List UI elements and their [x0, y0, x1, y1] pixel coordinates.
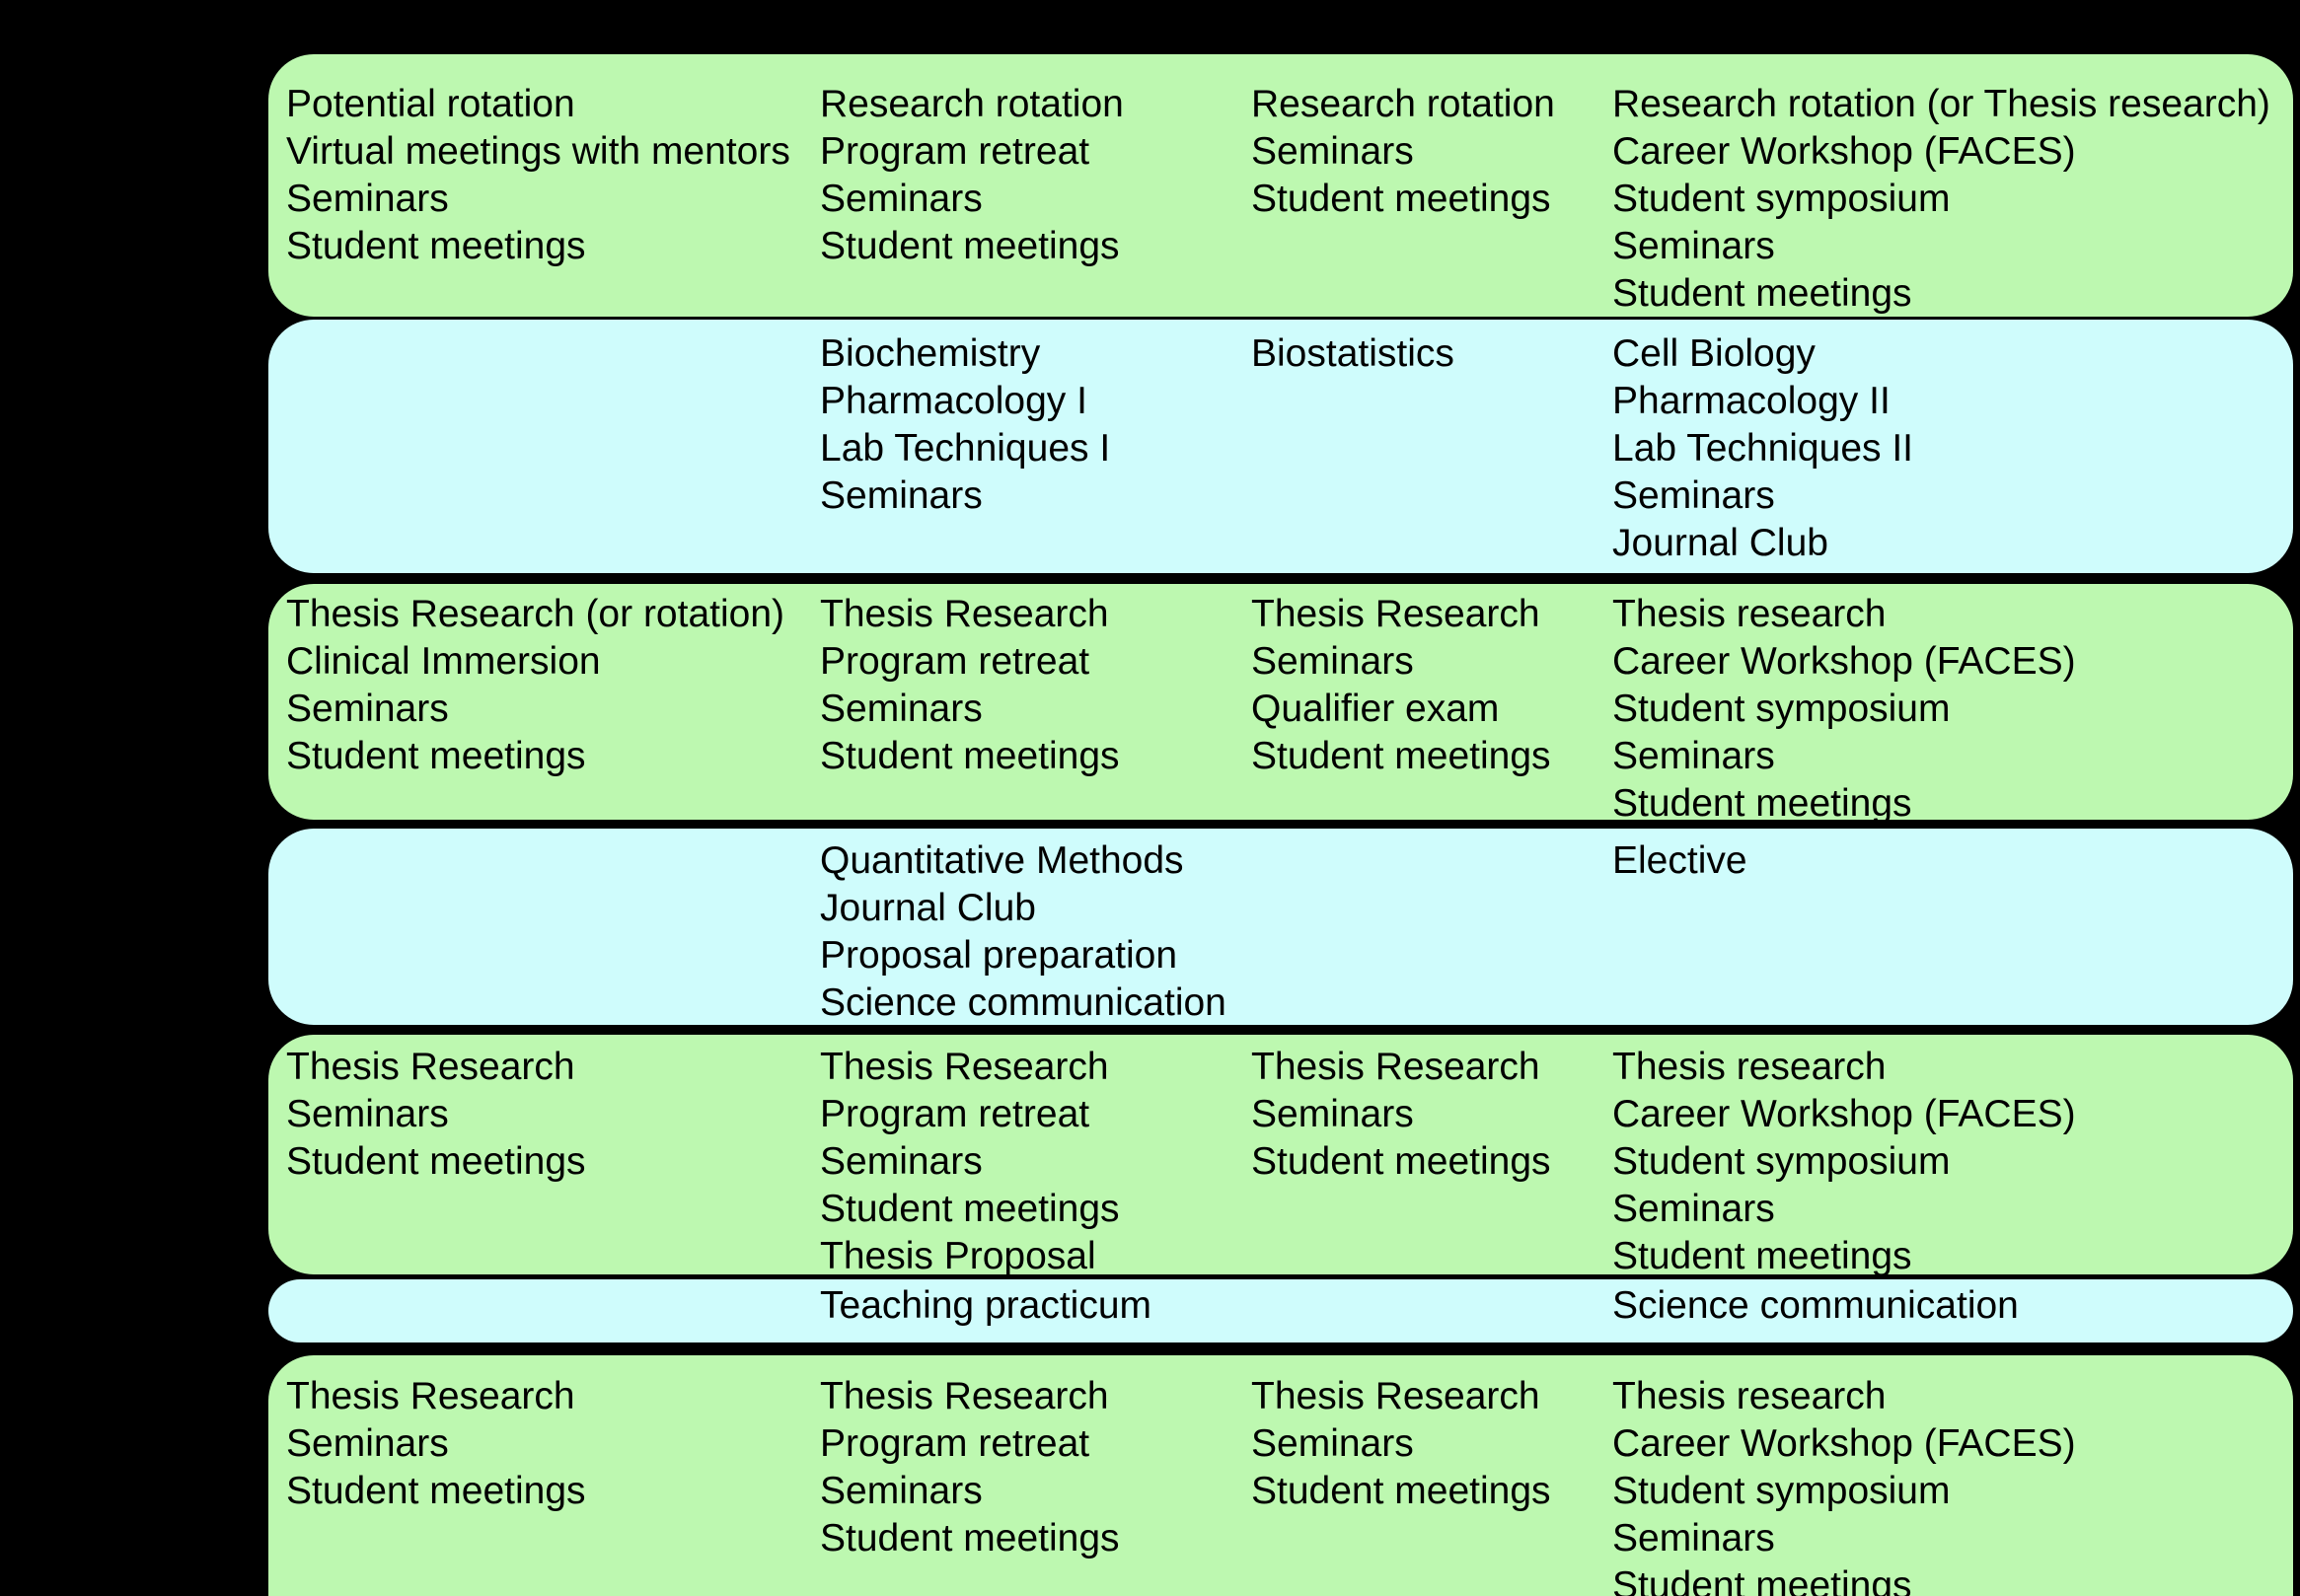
cell-row5-col1: Thesis Research Seminars Student meeting… — [286, 1046, 586, 1183]
cell-row3-col1: Thesis Research (or rotation) Clinical I… — [286, 593, 785, 777]
cell-row6-col2: Teaching practicum — [820, 1284, 1151, 1327]
cell-row5-col3: Thesis Research Seminars Student meeting… — [1251, 1046, 1551, 1183]
cell-row6-col4: Science communication — [1612, 1284, 2019, 1327]
cell-row1-col1: Potential rotation Virtual meetings with… — [286, 83, 790, 267]
cell-row2-col3: Biostatistics — [1251, 332, 1454, 375]
cell-row7-col2: Thesis Research Program retreat Seminars… — [820, 1375, 1120, 1560]
cell-row4-col4: Elective — [1612, 839, 1747, 882]
cell-row7-col3: Thesis Research Seminars Student meeting… — [1251, 1375, 1551, 1512]
cell-row4-col2: Quantitative Methods Journal Club Propos… — [820, 839, 1226, 1024]
cell-row2-col2: Biochemistry Pharmacology I Lab Techniqu… — [820, 332, 1111, 517]
cell-row5-col4: Thesis research Career Workshop (FACES) … — [1612, 1046, 2076, 1277]
cell-row3-col2: Thesis Research Program retreat Seminars… — [820, 593, 1120, 777]
row-1-activities: Potential rotation Virtual meetings with… — [268, 54, 2293, 317]
cell-row1-col3: Research rotation Seminars Student meeti… — [1251, 83, 1555, 220]
row-6-courses: Teaching practicum Science communication — [268, 1279, 2293, 1342]
row-5-activities: Thesis Research Seminars Student meeting… — [268, 1035, 2293, 1277]
cell-row3-col4: Thesis research Career Workshop (FACES) … — [1612, 593, 2076, 825]
cell-row1-col2: Research rotation Program retreat Semina… — [820, 83, 1124, 267]
cell-row3-col3: Thesis Research Seminars Qualifier exam … — [1251, 593, 1551, 777]
row-3-activities: Thesis Research (or rotation) Clinical I… — [268, 584, 2293, 825]
row-4-courses: Quantitative Methods Journal Club Propos… — [268, 829, 2293, 1025]
row-7-activities: Thesis Research Seminars Student meeting… — [268, 1355, 2293, 1596]
cell-row7-col1: Thesis Research Seminars Student meeting… — [286, 1375, 586, 1512]
cell-row5-col2: Thesis Research Program retreat Seminars… — [820, 1046, 1120, 1277]
cell-row7-col4: Thesis research Career Workshop (FACES) … — [1612, 1375, 2076, 1596]
cell-row1-col4: Research rotation (or Thesis research) C… — [1612, 83, 2270, 315]
row-2-courses: Biochemistry Pharmacology I Lab Techniqu… — [268, 320, 2293, 573]
cell-row2-col4: Cell Biology Pharmacology II Lab Techniq… — [1612, 332, 1914, 564]
